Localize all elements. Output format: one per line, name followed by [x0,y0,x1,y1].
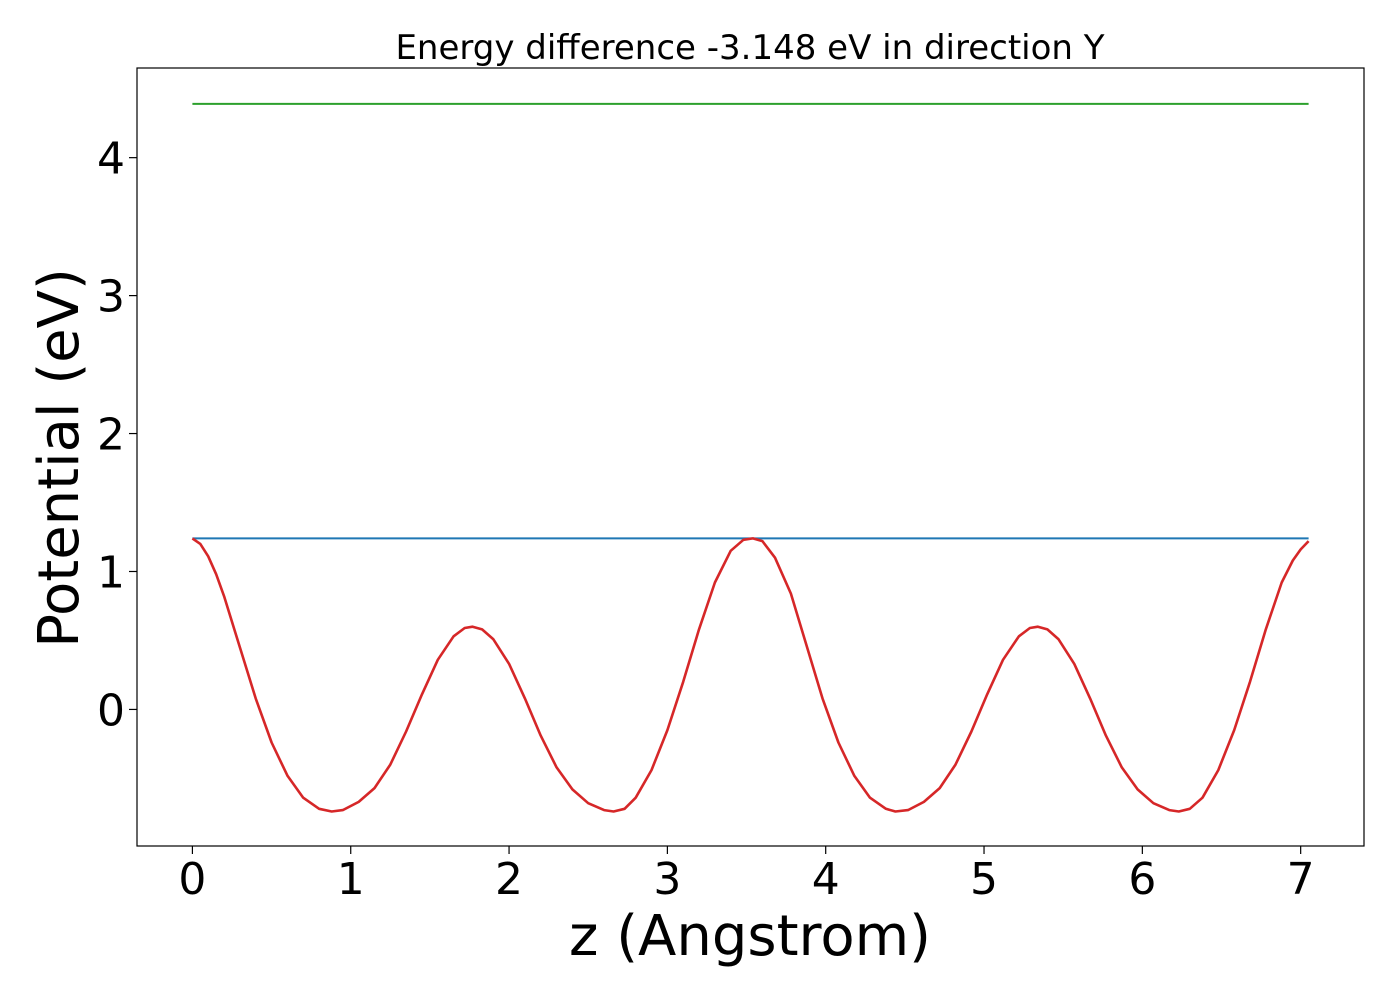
y-tick-label: 4 [97,134,125,185]
x-axis: 0 1 2 3 4 5 6 7 [178,846,1315,905]
x-tick-label: 1 [337,854,365,905]
x-axis-label: z (Angstrom) [569,904,931,969]
y-tick-label: 1 [97,547,125,598]
x-tick-label: 7 [1287,854,1315,905]
x-tick-label: 0 [178,854,206,905]
plot-area-frame [136,67,1365,847]
y-axis: 0 1 2 3 4 [97,134,137,736]
x-tick-label: 5 [970,854,998,905]
x-tick-label: 4 [812,854,840,905]
x-tick-label: 2 [495,854,523,905]
y-tick-label: 2 [97,410,125,461]
x-tick-label: 6 [1128,854,1156,905]
y-tick-label: 3 [97,272,125,323]
series-layer [191,102,1310,813]
x-tick-label: 3 [653,854,681,905]
series-line-3 [191,537,1310,813]
y-tick-label: 0 [97,685,125,736]
y-axis-label: Potential (eV) [27,268,92,648]
chart-title: Energy difference -3.148 eV in direction… [395,28,1104,68]
